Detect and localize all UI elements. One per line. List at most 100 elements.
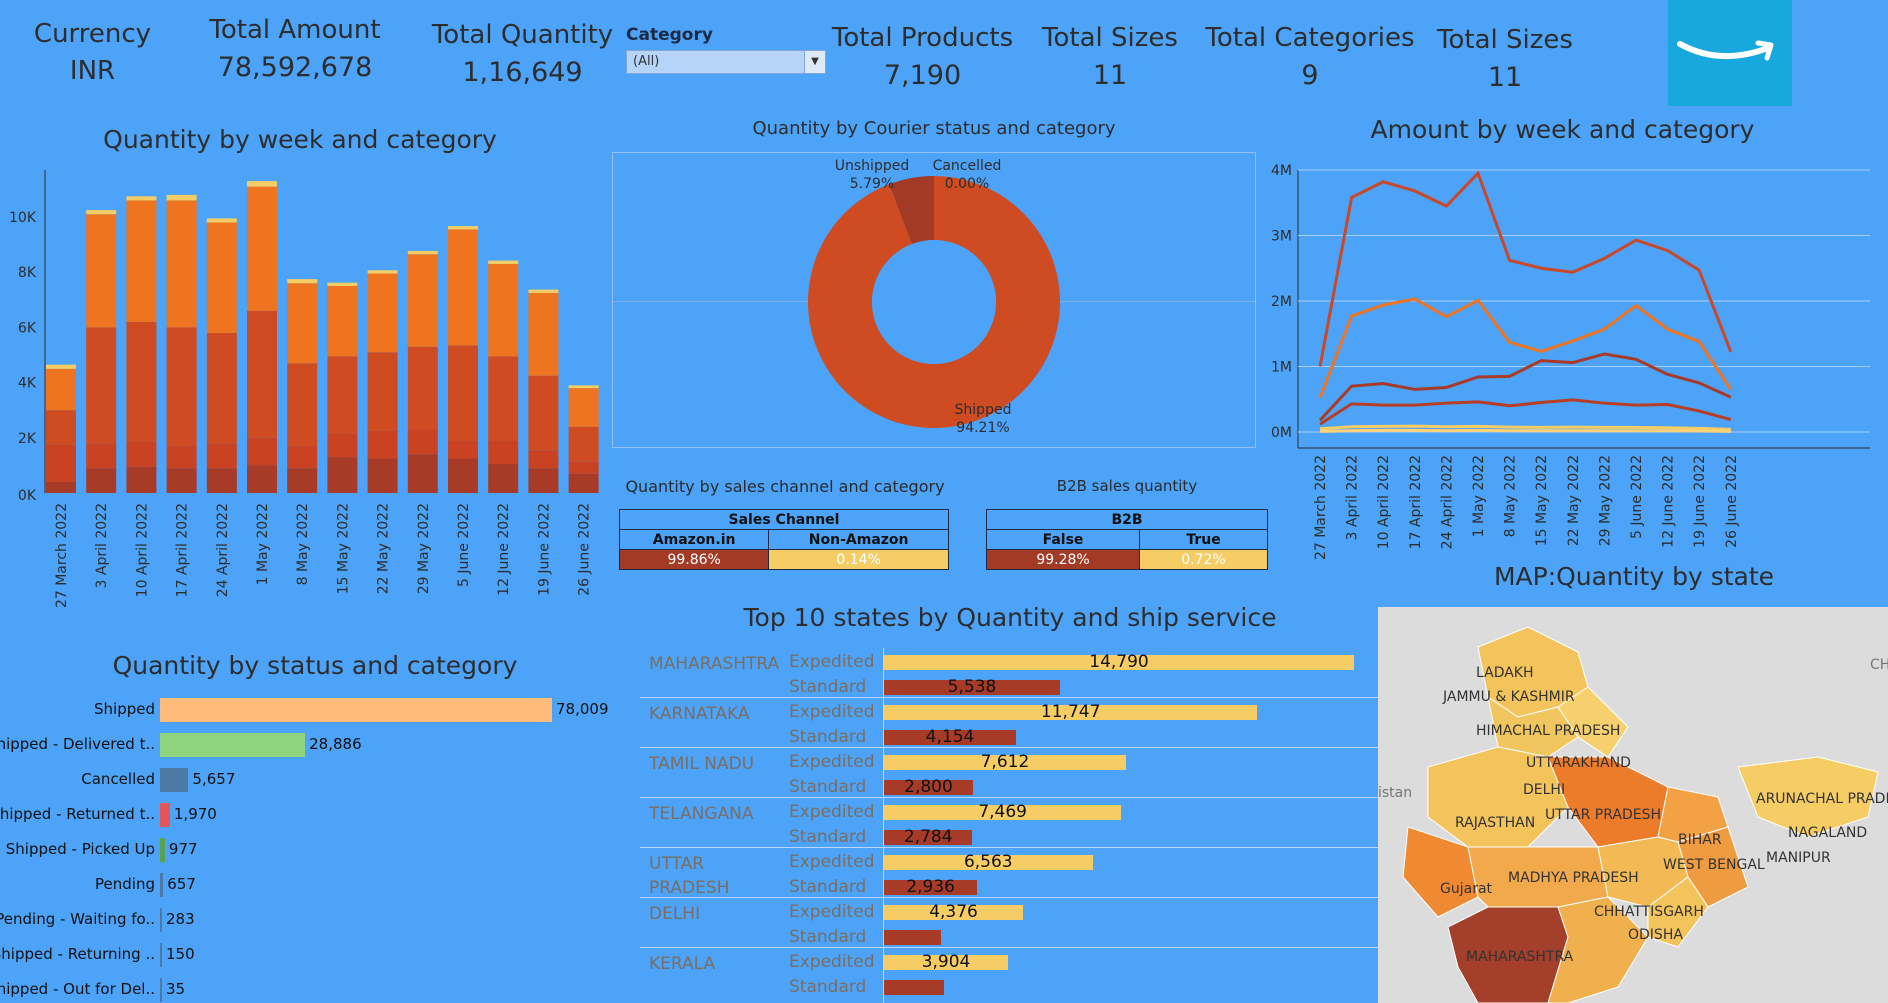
ship-service-bar[interactable] <box>884 880 978 895</box>
ship-service-label: Standard <box>789 677 867 697</box>
bar-segment <box>46 481 76 493</box>
bar-segment <box>287 283 318 364</box>
map-label: LADAKH <box>1476 665 1534 681</box>
kpi-total-quantity-label: Total Quantity <box>431 20 614 50</box>
map-label: WEST BENGAL <box>1663 857 1765 873</box>
bar-segment <box>126 321 157 442</box>
ship-service-bar[interactable] <box>884 930 942 945</box>
ship-service-bar[interactable] <box>884 830 973 845</box>
kpi-total-products-label: Total Products <box>831 23 1014 53</box>
status-value-label: 657 <box>167 875 196 893</box>
map-label: MADHYA PRADESH <box>1508 870 1639 886</box>
kpi-total-amount-label: Total Amount <box>209 15 381 45</box>
status-bar[interactable] <box>160 978 162 1002</box>
ship-service-bar[interactable] <box>884 805 1122 820</box>
status-bar[interactable] <box>160 908 162 932</box>
ship-service-bar[interactable] <box>884 855 1093 870</box>
bar-segment <box>528 375 559 451</box>
x-tick-label: 22 May 2022 <box>376 503 392 594</box>
bar-segment <box>206 218 237 223</box>
series-line <box>1318 170 1733 367</box>
map-label: ARUNACHAL PRADE <box>1756 791 1888 807</box>
quantity-week-title: Quantity by week and category <box>103 125 497 154</box>
ship-service-bar[interactable] <box>884 755 1126 770</box>
ship-service-bar[interactable] <box>884 680 1060 695</box>
status-bar[interactable] <box>160 733 306 757</box>
bar-segment <box>568 388 599 427</box>
bar-segment <box>46 444 76 482</box>
state-label: KERALA <box>649 954 716 974</box>
sales-channel-value-non-amazon: 0.14% <box>768 549 949 570</box>
ship-service-bar[interactable] <box>884 780 973 795</box>
row-separator <box>640 697 1378 698</box>
status-bar[interactable] <box>160 698 552 722</box>
bar-segment <box>488 356 519 441</box>
status-bar[interactable] <box>160 943 162 967</box>
ship-service-bar[interactable] <box>884 730 1016 745</box>
status-category-label: Shipped - Returning .. <box>0 945 155 963</box>
bar-segment <box>126 200 157 322</box>
bar-segment <box>448 229 478 346</box>
ship-service-value: 11,747 <box>1040 702 1101 722</box>
row-separator <box>640 747 1378 748</box>
x-tick-label: 5 June 2022 <box>1629 455 1645 539</box>
series-line <box>1318 297 1733 399</box>
b2b-value-true: 0.72% <box>1139 549 1268 570</box>
category-filter-select[interactable]: (All) ▼ <box>626 50 826 74</box>
bar-segment <box>568 426 599 462</box>
amazon-logo <box>1668 0 1792 106</box>
bar-segment <box>367 430 398 459</box>
region-northeast[interactable] <box>1737 756 1879 838</box>
status-bar[interactable] <box>160 838 165 862</box>
x-tick-label: 8 May 2022 <box>295 503 311 585</box>
bar-segment <box>126 441 157 467</box>
region-uttarakhand[interactable] <box>1557 686 1629 758</box>
kpi-total-categories-value: 9 <box>1301 60 1319 91</box>
x-tick-label: 17 April 2022 <box>175 503 191 597</box>
status-bar[interactable] <box>160 873 164 897</box>
ship-service-value: 7,469 <box>978 802 1027 822</box>
x-tick-label: 19 June 2022 <box>536 503 552 596</box>
region-gujarat[interactable] <box>1402 826 1479 918</box>
x-tick-label: 29 May 2022 <box>416 503 432 594</box>
ship-service-bar[interactable] <box>884 655 1354 670</box>
state-map[interactable]: LADAKH JAMMU & KASHMIR HIMACHAL PRADESH … <box>1378 607 1888 1003</box>
bar-segment <box>206 332 237 444</box>
bar-segment <box>528 289 559 293</box>
map-label: UTTAR PRADESH <box>1545 807 1661 823</box>
status-value-label: 1,970 <box>173 805 217 823</box>
bar-segment <box>247 310 277 438</box>
donut-label: Shipped <box>955 402 1012 418</box>
status-category-label: Shipped - Picked Up <box>5 840 155 858</box>
axis-line <box>883 648 884 1003</box>
x-tick-label: 27 March 2022 <box>1313 455 1329 560</box>
region-odisha[interactable] <box>1647 876 1709 948</box>
region-telangana[interactable] <box>1547 896 1649 1003</box>
b2b-col-false: False <box>985 529 1141 550</box>
ship-service-bar[interactable] <box>884 980 945 995</box>
ship-service-bar[interactable] <box>884 905 1024 920</box>
ship-service-value: 14,790 <box>1089 652 1149 672</box>
y-tick-label: 4K <box>18 376 37 392</box>
series-line <box>1319 428 1731 433</box>
ship-service-value: 4,376 <box>929 902 978 922</box>
status-category-label: Cancelled <box>81 770 155 788</box>
bar-segment <box>126 466 157 493</box>
y-tick-label: 6K <box>18 320 37 336</box>
status-bar[interactable] <box>160 803 170 827</box>
map-label: UTTARAKHAND <box>1526 755 1631 771</box>
bar-segment <box>287 468 318 493</box>
donut-slice <box>808 176 1060 429</box>
x-tick-label: 24 April 2022 <box>215 503 231 597</box>
ship-service-bar[interactable] <box>884 955 1009 970</box>
chevron-down-icon[interactable]: ▼ <box>804 51 825 73</box>
map-label: DELHI <box>1523 782 1566 798</box>
status-bar[interactable] <box>160 768 189 792</box>
bar-segment <box>86 210 117 215</box>
ship-service-bar[interactable] <box>884 705 1258 720</box>
courier-donut-chart: Shipped 94.21% Unshipped 5.79% Cancelled 0.00… <box>808 158 1060 436</box>
donut-percent: 5.79% <box>850 176 894 192</box>
bar-segment <box>568 385 599 389</box>
bar-segment <box>86 468 117 493</box>
region-rajasthan[interactable] <box>1427 746 1569 848</box>
